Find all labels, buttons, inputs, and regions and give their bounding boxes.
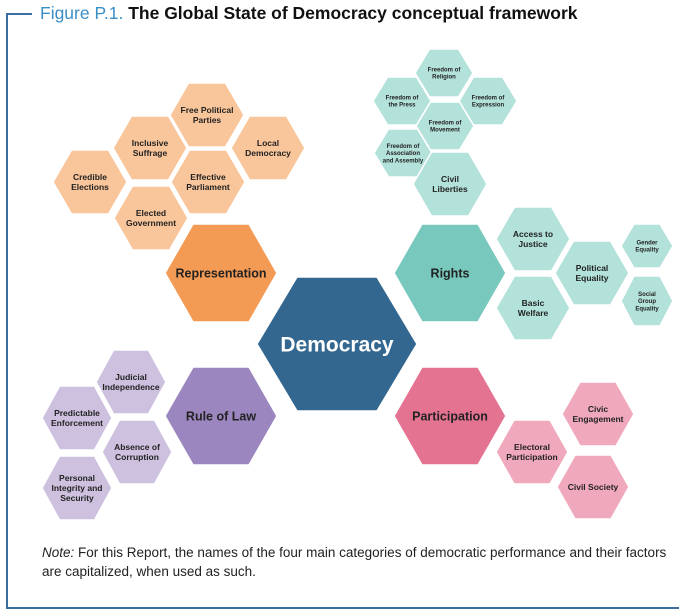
hex-judicial-independence-label: Judicial Independence (102, 372, 159, 392)
hex-local-democracy-label: Local Democracy (245, 138, 291, 158)
note-lead: Note: (42, 545, 75, 560)
hex-representation-label: Representation (176, 266, 267, 280)
figure-label: Figure P.1. (40, 3, 124, 23)
hex-representation: Representation (164, 223, 278, 323)
hex-basic-welfare-shape (495, 275, 571, 341)
hex-free-political-parties: Free Political Parties (169, 82, 245, 148)
figure-note: Note: For this Report, the names of the … (42, 543, 677, 581)
hex-inclusive-suffrage-label: Inclusive Suffrage (132, 138, 169, 158)
hex-free-political-parties-shape (169, 82, 245, 148)
hex-access-to-justice-shape (495, 206, 571, 272)
hex-gender-equality-label: Gender Equality (635, 241, 659, 254)
hex-civil-liberties-shape (412, 151, 488, 217)
hex-freedom-of-movement-label: Freedom of Movement (429, 121, 463, 134)
hex-freedom-of-association-label: Freedom of Association and Assembly (383, 144, 424, 164)
frame-bottom-border (6, 607, 679, 609)
hex-basic-welfare-label: Basic Welfare (518, 298, 549, 318)
hex-elected-government: Elected Government (113, 185, 189, 251)
hex-access-to-justice-label: Access to Justice (513, 229, 553, 249)
hex-participation-shape (393, 366, 507, 466)
hex-rule-of-law-label: Rule of Law (186, 409, 256, 423)
hex-civil-liberties: Civil Liberties (412, 151, 488, 217)
hex-freedom-of-the-press-label: Freedom of the Press (386, 96, 420, 109)
hex-social-group-equality-label: Social Group Equality (635, 292, 659, 312)
hex-freedom-of-movement: Freedom of Movement (415, 101, 475, 151)
hex-predictable-enforcement-label: Predictable Enforcement (51, 408, 103, 428)
hex-rights-shape (393, 223, 507, 323)
hex-personal-integrity-label: Personal Integrity and Security (51, 473, 102, 503)
hex-predictable-enforcement-shape (41, 385, 113, 451)
hex-electoral-participation-label: Electoral Participation (506, 442, 557, 462)
hex-effective-parliament: Effective Parliament (170, 149, 246, 215)
hex-freedom-of-religion: Freedom of Religion (414, 48, 474, 98)
hex-credible-elections-shape (52, 149, 128, 215)
hex-rule-of-law: Rule of Law (164, 366, 278, 466)
hex-rule-of-law-shape (164, 366, 278, 466)
hex-freedom-of-the-press-shape (372, 76, 432, 126)
hex-electoral-participation-shape (495, 419, 569, 485)
hex-social-group-equality: Social Group Equality (620, 275, 674, 327)
hex-inclusive-suffrage: Inclusive Suffrage (112, 115, 188, 181)
hex-effective-parliament-label: Effective Parliament (186, 172, 230, 192)
hex-effective-parliament-shape (170, 149, 246, 215)
hex-basic-welfare: Basic Welfare (495, 275, 571, 341)
figure-caption: Figure P.1. The Global State of Democrac… (40, 3, 578, 24)
hex-freedom-of-religion-shape (414, 48, 474, 98)
hex-participation: Participation (393, 366, 507, 466)
hex-judicial-independence-shape (95, 349, 167, 415)
hex-political-equality: Political Equality (554, 240, 630, 306)
hex-access-to-justice: Access to Justice (495, 206, 571, 272)
hex-predictable-enforcement: Predictable Enforcement (41, 385, 113, 451)
hex-civil-society: Civil Society (556, 454, 630, 520)
frame-left-border (6, 13, 8, 609)
hex-democracy: Democracy (256, 276, 418, 412)
hex-personal-integrity: Personal Integrity and Security (41, 455, 113, 521)
hex-civil-society-shape (556, 454, 630, 520)
hex-elected-government-shape (113, 185, 189, 251)
hex-freedom-of-religion-label: Freedom of Religion (428, 68, 462, 81)
hex-freedom-of-expression-label: Freedom of Expression (472, 96, 506, 109)
hex-political-equality-shape (554, 240, 630, 306)
hex-rights: Rights (393, 223, 507, 323)
hex-rights-label: Rights (431, 266, 470, 280)
hex-gender-equality-shape (620, 223, 674, 269)
note-text: For this Report, the names of the four m… (42, 545, 667, 579)
hex-electoral-participation: Electoral Participation (495, 419, 569, 485)
hex-absence-of-corruption-label: Absence of Corruption (114, 442, 160, 462)
hex-civic-engagement: Civic Engagement (561, 381, 635, 447)
hex-personal-integrity-shape (41, 455, 113, 521)
hex-civil-society-label: Civil Society (568, 482, 619, 492)
hex-participation-label: Participation (412, 409, 488, 423)
hex-representation-shape (164, 223, 278, 323)
hex-inclusive-suffrage-shape (112, 115, 188, 181)
hex-local-democracy: Local Democracy (230, 115, 306, 181)
hex-political-equality-label: Political Equality (575, 263, 608, 283)
hex-gender-equality: Gender Equality (620, 223, 674, 269)
figure-title: The Global State of Democracy conceptual… (128, 3, 578, 23)
hex-democracy-label: Democracy (280, 333, 394, 356)
hex-absence-of-corruption-shape (101, 419, 173, 485)
framework-diagram: Democracy Representation Rights Rule of Law… (41, 48, 674, 521)
frame-top-tick (6, 13, 32, 15)
hex-free-political-parties-label: Free Political Parties (181, 105, 234, 125)
hex-judicial-independence: Judicial Independence (95, 349, 167, 415)
hex-absence-of-corruption: Absence of Corruption (101, 419, 173, 485)
hex-freedom-of-association: Freedom of Association and Assembly (373, 128, 433, 178)
hex-democracy-shape (256, 276, 418, 412)
hex-local-democracy-shape (230, 115, 306, 181)
hex-elected-government-label: Elected Government (126, 208, 176, 228)
hex-freedom-of-the-press: Freedom of the Press (372, 76, 432, 126)
hex-civic-engagement-label: Civic Engagement (572, 404, 623, 424)
hex-civil-liberties-label: Civil Liberties (432, 174, 468, 194)
hex-credible-elections: Credible Elections (52, 149, 128, 215)
hex-credible-elections-label: Credible Elections (71, 172, 109, 192)
hex-civic-engagement-shape (561, 381, 635, 447)
hex-social-group-equality-shape (620, 275, 674, 327)
